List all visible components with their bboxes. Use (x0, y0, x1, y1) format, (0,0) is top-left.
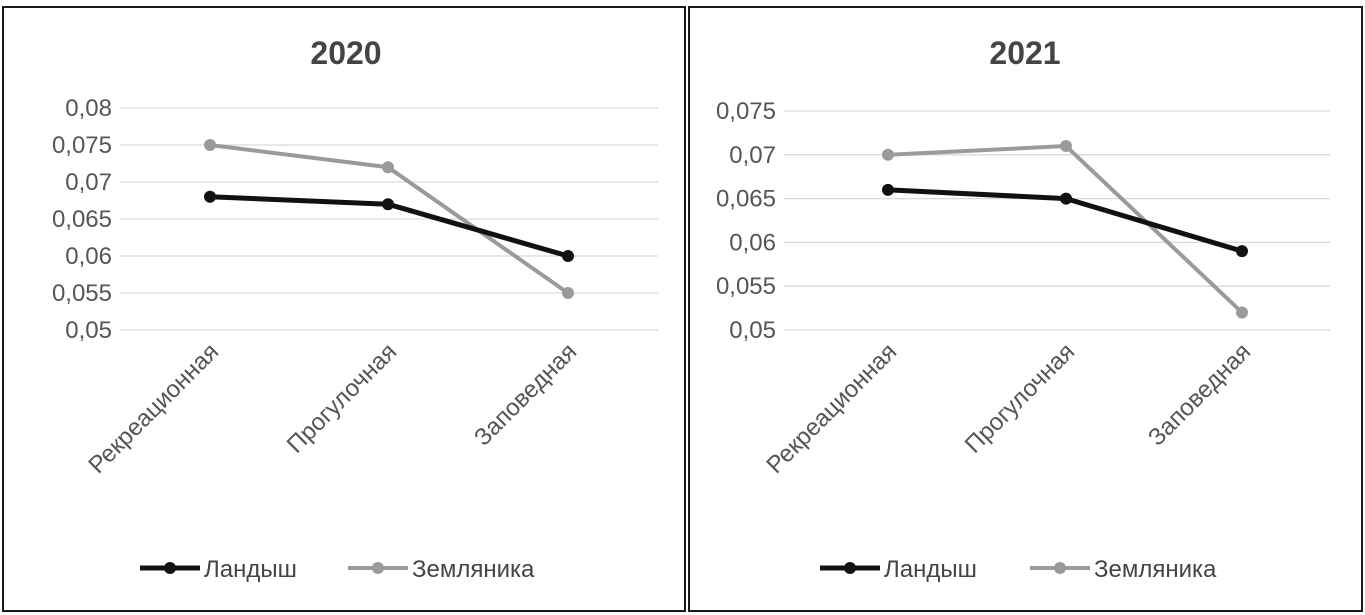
y-tick-label: 0,06 (65, 243, 112, 270)
data-point-landysh (562, 250, 574, 262)
chart-2020-svg: 2020 0,05 0,055 0,06 0,065 0,07 0,075 0,08 Рекре… (52, 35, 658, 583)
y-tick-label: 0,075 (716, 98, 776, 125)
y-tick-label: 0,07 (729, 142, 776, 169)
x-category-label: Прогулочная (282, 338, 402, 458)
legend-marker-zemlyanika (372, 562, 384, 574)
y-tick-label: 0,065 (716, 186, 776, 213)
y-tick-label: 0,055 (52, 280, 112, 307)
y-tick-label: 0,08 (65, 95, 112, 122)
chart-panel-2021: 2021 0,05 0,055 0,06 0,065 0,07 0,075 Рекреацио… (688, 6, 1363, 612)
chart-2021-svg: 2021 0,05 0,055 0,06 0,065 0,07 0,075 Рекреацио… (716, 35, 1330, 583)
chart-panel-2020: 2020 0,05 0,055 0,06 0,065 0,07 0,075 0,08 Рекре… (2, 6, 686, 612)
data-point-zemlyanika (562, 287, 574, 299)
y-tick-label: 0,065 (52, 206, 112, 233)
y-tick-label: 0,05 (729, 317, 776, 344)
y-tick-label: 0,06 (729, 229, 776, 256)
y-tick-label: 0,055 (716, 273, 776, 300)
legend-label-landysh: Ландыш (884, 556, 977, 583)
x-category-label: Заповедная (1143, 338, 1256, 451)
x-category-label: Заповедная (469, 338, 582, 451)
data-point-landysh (382, 198, 394, 211)
legend-label-zemlyanika: Земляника (1094, 556, 1217, 583)
y-tick-label: 0,07 (65, 169, 112, 196)
data-point-zemlyanika (1236, 306, 1248, 319)
data-point-zemlyanika (1060, 140, 1072, 153)
legend-label-landysh: Ландыш (204, 556, 297, 583)
legend-marker-landysh (164, 562, 176, 574)
data-point-zemlyanika (882, 148, 894, 161)
legend-label-zemlyanika: Земляника (412, 556, 535, 583)
data-point-landysh (204, 190, 216, 203)
x-category-label: Рекреационная (761, 338, 902, 479)
chart-title: 2021 (989, 35, 1060, 71)
data-point-zemlyanika (382, 161, 394, 174)
legend-marker-landysh (844, 562, 856, 574)
y-tick-label: 0,05 (65, 317, 112, 344)
legend-marker-zemlyanika (1054, 562, 1066, 574)
y-tick-label: 0,075 (52, 132, 112, 159)
data-point-zemlyanika (204, 139, 216, 151)
x-category-label: Рекреационная (83, 338, 224, 479)
data-point-landysh (882, 183, 894, 196)
x-category-label: Прогулочная (960, 338, 1080, 458)
data-point-landysh (1060, 192, 1072, 205)
series-line-zemlyanika (887, 144, 1244, 314)
data-point-landysh (1236, 245, 1248, 258)
chart-title: 2020 (310, 35, 381, 71)
